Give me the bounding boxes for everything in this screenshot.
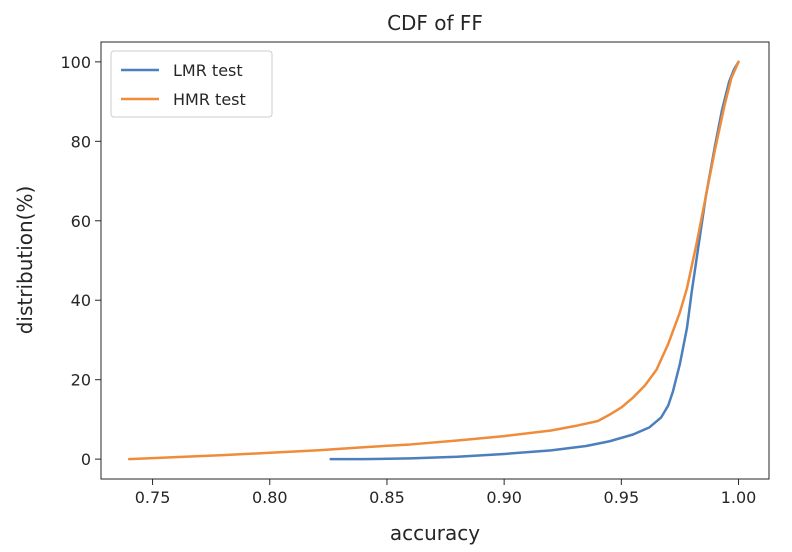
y-tick-label: 100 (60, 53, 91, 72)
plot-area-frame (100, 41, 770, 480)
y-axis-label: distribution(%) (13, 186, 37, 335)
y-tick-label: 40 (71, 291, 91, 310)
legend-label: LMR test (173, 61, 243, 80)
y-tick-label: 0 (81, 450, 91, 469)
y-tick-label: 80 (71, 132, 91, 151)
x-tick-label: 0.85 (369, 488, 405, 507)
legend-box (110, 50, 273, 118)
x-axis-label: accuracy (390, 521, 480, 545)
x-tick-label: 0.75 (135, 488, 171, 507)
x-axis: 0.75 0.80 0.85 0.90 0.95 1.00 (135, 479, 757, 507)
series-line-1 (127, 60, 740, 461)
legend-label: HMR test (173, 90, 246, 109)
y-axis: 0 20 40 60 80 100 (60, 53, 101, 469)
chart-title: CDF of FF (387, 11, 483, 35)
y-tick-label: 20 (71, 371, 91, 390)
x-tick-label: 0.80 (252, 488, 288, 507)
x-tick-label: 0.90 (486, 488, 522, 507)
x-tick-label: 1.00 (721, 488, 757, 507)
y-tick-label: 60 (71, 212, 91, 231)
x-tick-label: 0.95 (604, 488, 640, 507)
series-layer (127, 60, 740, 461)
series-line-0 (329, 60, 740, 461)
legend: LMR test HMR test (110, 50, 273, 118)
